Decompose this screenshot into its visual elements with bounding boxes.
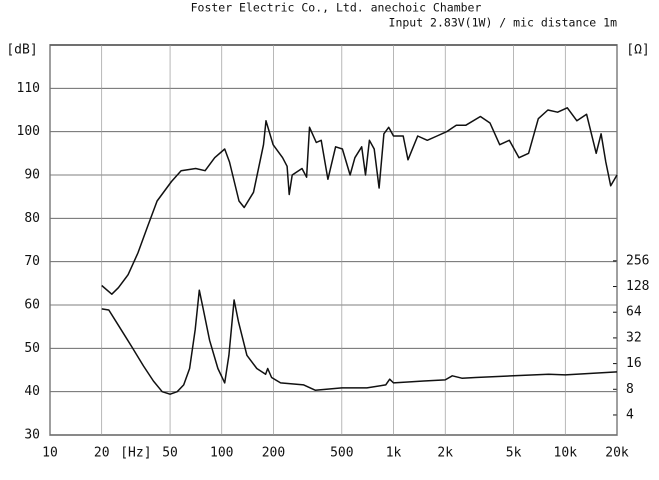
y2-tick-label: 8 bbox=[626, 382, 634, 397]
x-axis-label: [Hz] bbox=[120, 446, 151, 461]
y-tick-label: 50 bbox=[24, 341, 40, 356]
x-tick-label: 5k bbox=[506, 446, 522, 461]
y2-tick-label: 64 bbox=[626, 305, 642, 320]
y-tick-label: 30 bbox=[24, 428, 40, 443]
x-tick-label: 10 bbox=[42, 446, 58, 461]
x-tick-label: 50 bbox=[162, 446, 178, 461]
series-line bbox=[101, 107, 618, 295]
y-tick-label: 40 bbox=[24, 384, 40, 399]
plot-frame bbox=[49, 44, 618, 436]
chart-title: Foster Electric Co., Ltd. anechoic Chamb… bbox=[191, 1, 482, 15]
y2-tick-label: 32 bbox=[626, 330, 642, 345]
x-tick-label: 10k bbox=[554, 446, 578, 461]
x-tick-label: 20 bbox=[94, 446, 110, 461]
chart-subtitle: Input 2.83V(1W) / mic distance 1m bbox=[389, 16, 618, 30]
x-tick-label: 2k bbox=[437, 446, 453, 461]
series-line bbox=[101, 289, 618, 395]
x-tick-label: 20k bbox=[605, 446, 629, 461]
y2-axis-label: [Ω] bbox=[626, 43, 649, 58]
y2-tick-label: 256 bbox=[626, 253, 649, 268]
y2-tick-label: 128 bbox=[626, 279, 649, 294]
y-tick-label: 80 bbox=[24, 211, 40, 226]
y-tick-label: 100 bbox=[17, 124, 40, 139]
y2-tick-label: 16 bbox=[626, 356, 642, 371]
y2-tick-label: 4 bbox=[626, 407, 634, 422]
y-axis-label: [dB] bbox=[6, 43, 37, 58]
y-tick-label: 90 bbox=[24, 168, 40, 183]
y-tick-label: 110 bbox=[17, 81, 40, 96]
y-tick-label: 60 bbox=[24, 298, 40, 313]
x-tick-label: 100 bbox=[210, 446, 233, 461]
x-tick-label: 500 bbox=[330, 446, 353, 461]
x-tick-label: 1k bbox=[386, 446, 402, 461]
y-tick-label: 70 bbox=[24, 254, 40, 269]
x-tick-label: 200 bbox=[262, 446, 285, 461]
